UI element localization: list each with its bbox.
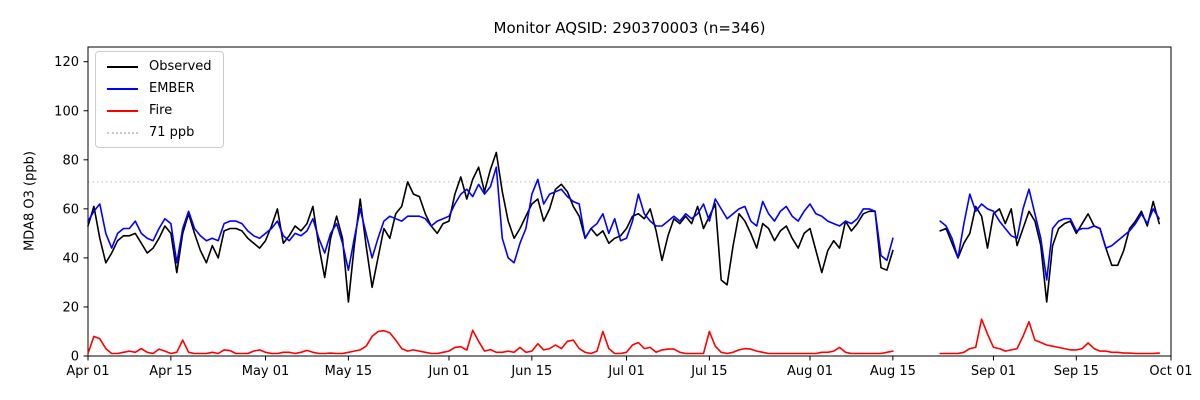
x-tick-label: May 01 bbox=[242, 364, 290, 379]
x-tick-label: Jun 15 bbox=[510, 364, 552, 379]
y-tick-label: 20 bbox=[62, 300, 79, 315]
legend-item-ember: EMBER bbox=[107, 81, 212, 96]
x-tick-label: Jul 01 bbox=[607, 364, 644, 379]
series-line-fire bbox=[87, 318, 1160, 355]
y-tick-label: 40 bbox=[62, 251, 79, 266]
ember-line-sample bbox=[107, 87, 138, 90]
chart-title: Monitor AQSID: 290370003 (n=346) bbox=[493, 19, 766, 37]
threshold-line-sample bbox=[107, 131, 138, 134]
x-tick-label: Jul 15 bbox=[690, 364, 727, 379]
y-tick-label: 80 bbox=[62, 153, 79, 168]
x-tick-label: Aug 01 bbox=[787, 364, 833, 379]
series-line-observed bbox=[87, 151, 1160, 303]
x-tick-label: Oct 01 bbox=[1149, 364, 1192, 379]
legend-label-observed: Observed bbox=[149, 59, 212, 74]
fire-line-sample bbox=[107, 109, 138, 112]
legend-item-fire: Fire bbox=[107, 103, 212, 118]
axes-frame bbox=[87, 46, 1172, 357]
series-line-ember bbox=[87, 166, 1160, 281]
y-tick-label: 120 bbox=[54, 55, 79, 70]
legend: Observed EMBER Fire 71 ppb bbox=[95, 51, 224, 148]
y-tick-label: 0 bbox=[71, 350, 79, 365]
legend-label-ember: EMBER bbox=[149, 81, 195, 96]
x-tick-label: Apr 01 bbox=[66, 364, 109, 379]
y-tick-label: 100 bbox=[54, 104, 79, 119]
legend-item-threshold: 71 ppb bbox=[107, 125, 212, 140]
y-axis-label: MDA8 O3 (ppb) bbox=[22, 151, 38, 251]
x-tick-label: Sep 01 bbox=[971, 364, 1016, 379]
x-tick-label: Apr 15 bbox=[149, 364, 192, 379]
y-tick-label: 60 bbox=[62, 202, 79, 217]
legend-label-fire: Fire bbox=[149, 103, 173, 118]
x-tick-label: May 15 bbox=[325, 364, 373, 379]
x-tick-label: Jun 01 bbox=[428, 364, 470, 379]
legend-label-threshold: 71 ppb bbox=[149, 125, 195, 140]
legend-item-observed: Observed bbox=[107, 59, 212, 74]
x-tick-label: Aug 15 bbox=[870, 364, 916, 379]
observed-line-sample bbox=[107, 65, 138, 68]
x-tick-label: Sep 15 bbox=[1054, 364, 1099, 379]
